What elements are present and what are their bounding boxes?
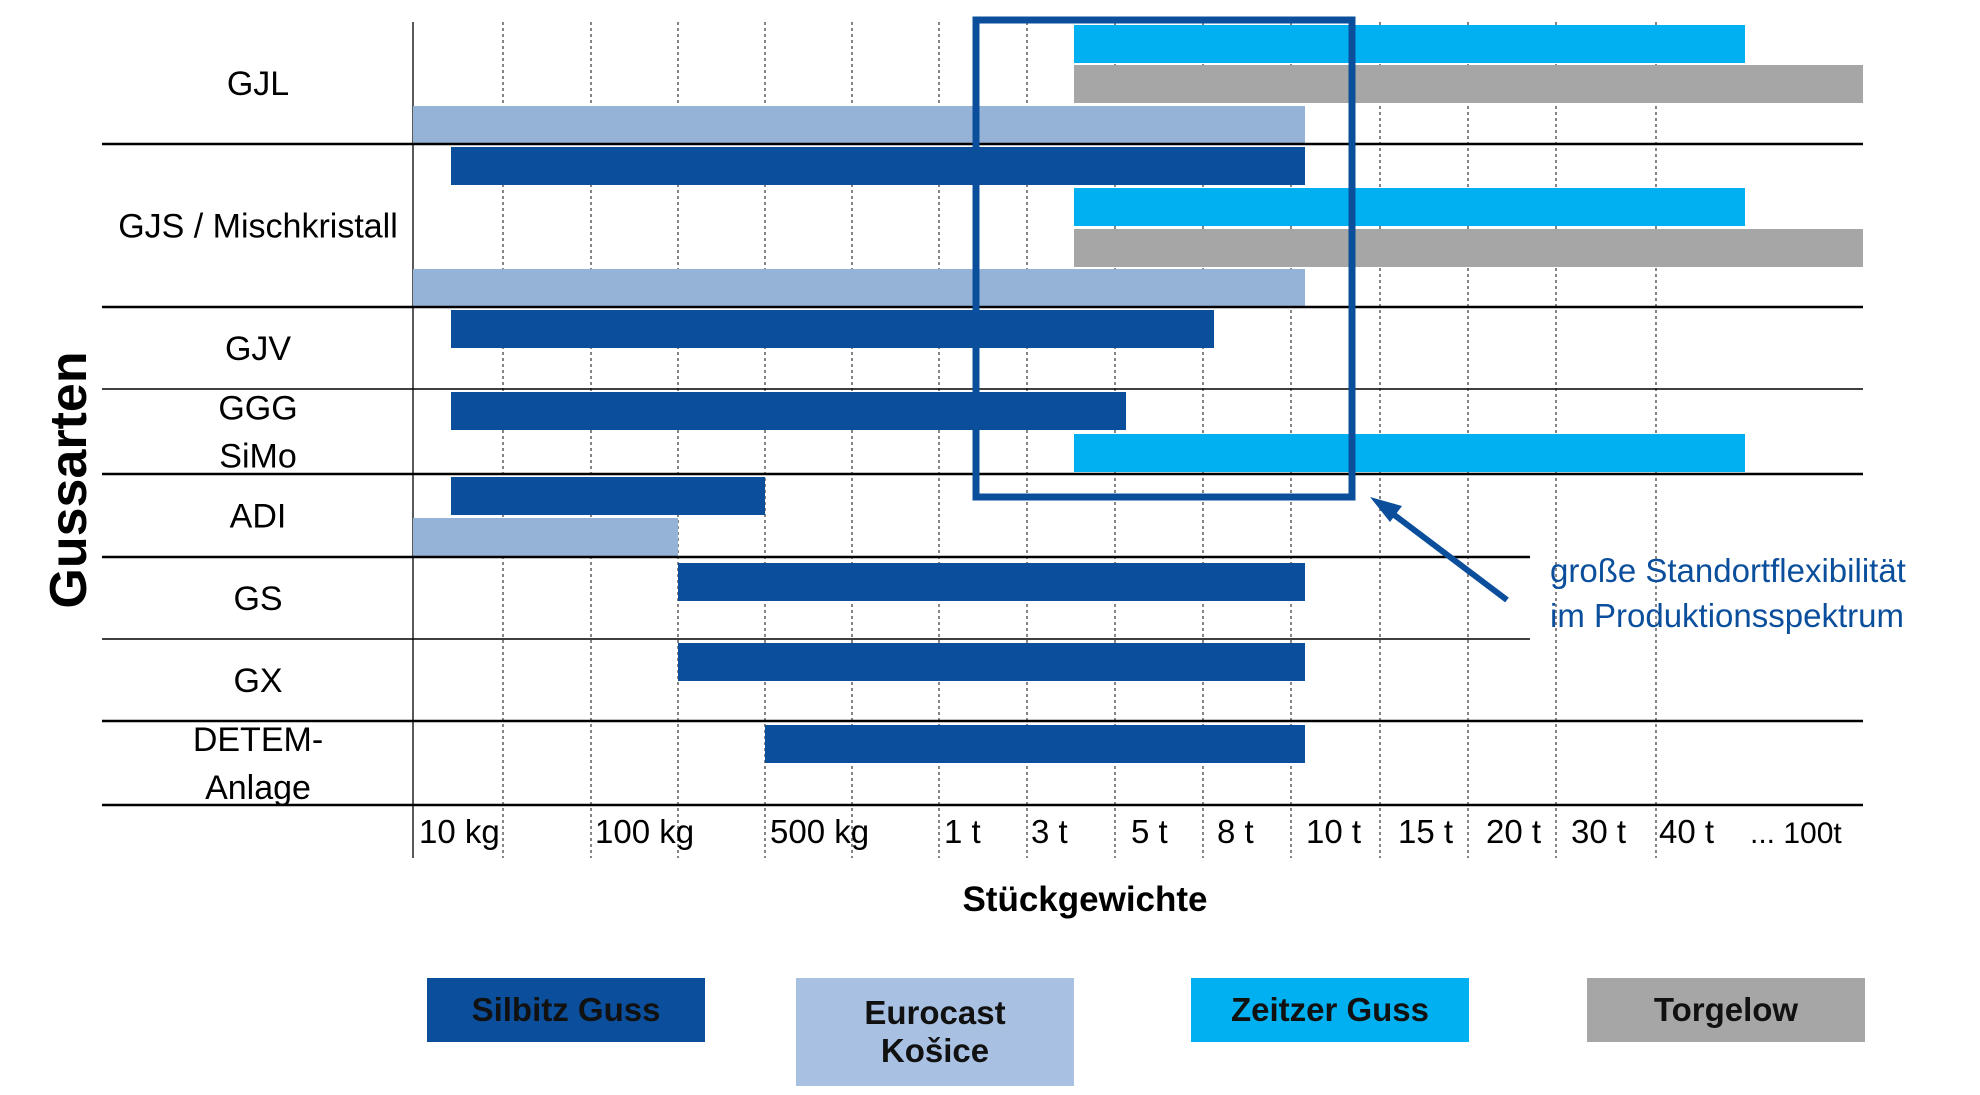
x-tick-100-kg: 100 kg: [595, 813, 694, 850]
category-label-gjl: GJL: [227, 65, 289, 103]
bar-detem-anlage-silbitz-guss: [765, 725, 1305, 763]
x-tick-3-t: 3 t: [1031, 813, 1068, 850]
x-tick-8-t: 8 t: [1217, 813, 1254, 850]
bar-gjl-torgelow: [1074, 65, 1863, 103]
x-tick-10-kg: 10 kg: [419, 813, 500, 850]
bar-gjs-mischkristall-zeitzer-guss: [1074, 188, 1745, 226]
category-label-ggg-simo-line-2: SiMo: [219, 438, 296, 476]
category-labels: GJL GJS / Mischkristall GJV GGG SiMo ADI GS GX D…: [118, 65, 398, 807]
legend-label-torgelow: Torgelow: [1653, 991, 1799, 1029]
highlight-layer: [972, 16, 1509, 603]
annotation-line-2: im Produktionsspektrum: [1550, 597, 1904, 634]
bar-adi-silbitz-guss: [451, 477, 765, 515]
x-tick-40-t: 40 t: [1659, 813, 1714, 850]
bar-gjv-silbitz-guss: [451, 310, 1214, 348]
bar-gjs-mischkristall-eurocast-kosice: [413, 269, 1305, 307]
bar-ggg-simo-silbitz-guss: [451, 392, 1126, 430]
bar-gjl-eurocast-kosice: [413, 106, 1305, 144]
x-tick-10-t: 10 t: [1306, 813, 1361, 850]
x-axis-title: Stückgewichte: [962, 880, 1207, 919]
category-label-adi: ADI: [230, 498, 287, 536]
x-tick-100t: ... 100t: [1750, 817, 1842, 850]
category-label-detem-anlage-line-2: Anlage: [205, 769, 311, 807]
x-tick-500-kg: 500 kg: [770, 813, 869, 850]
bar-gjl-zeitzer-guss: [1074, 25, 1745, 63]
highlight-frame: [972, 16, 1356, 501]
category-label-gjv: GJV: [225, 330, 291, 368]
bar-gjs-mischkristall-torgelow: [1074, 229, 1863, 267]
legend-zeitzer-guss: Zeitzer Guss: [1191, 978, 1469, 1042]
x-tick-20-t: 20 t: [1486, 813, 1541, 850]
bar-gx-silbitz-guss: [678, 643, 1305, 681]
bar-gs-silbitz-guss: [678, 563, 1305, 601]
x-tick-15-t: 15 t: [1398, 813, 1453, 850]
bar-gjs-mischkristall-silbitz-guss: [451, 147, 1305, 185]
annotation-arrow-head: [1370, 497, 1402, 522]
category-label-gs: GS: [233, 580, 282, 618]
y-axis-title: Gussarten: [40, 351, 98, 608]
bar-adi-eurocast-kosice: [413, 518, 678, 556]
range-bars: [413, 25, 1863, 763]
annotation-text: große Standortflexibilität im Produktion…: [1550, 548, 1906, 638]
legend-eurocast-kosice: Eurocast Košice: [796, 978, 1074, 1086]
x-tick-30-t: 30 t: [1571, 813, 1626, 850]
x-tick-5-t: 5 t: [1131, 813, 1168, 850]
legend-label-eurocast-line-1: Eurocast: [864, 994, 1006, 1032]
annotation-line-1: große Standortflexibilität: [1550, 552, 1906, 589]
bar-ggg-simo-zeitzer-guss: [1074, 434, 1745, 472]
category-label-detem-anlage-line-1: DETEM-: [193, 721, 323, 759]
annotation-arrow-shaft: [1383, 505, 1509, 603]
legend-label-eurocast-line-2: Košice: [880, 1032, 990, 1069]
legend-label-zeitzer-guss: Zeitzer Guss: [1230, 991, 1430, 1029]
legend-label-silbitz-guss: Silbitz Guss: [471, 991, 661, 1029]
row-separators: [102, 142, 1863, 807]
category-label-gx: GX: [233, 662, 282, 700]
legend-torgelow: Torgelow: [1587, 978, 1865, 1042]
category-label-ggg-simo-line-1: GGG: [218, 390, 297, 428]
x-tick-labels: 10 kg 100 kg 500 kg 1 t 3 t 5 t 8 t 10 t 15 t 20 …: [419, 813, 1842, 850]
legend-silbitz-guss: Silbitz Guss: [427, 978, 705, 1042]
category-label-gjs-mischkristall: GJS / Mischkristall: [118, 208, 398, 246]
x-tick-1-t: 1 t: [944, 813, 981, 850]
